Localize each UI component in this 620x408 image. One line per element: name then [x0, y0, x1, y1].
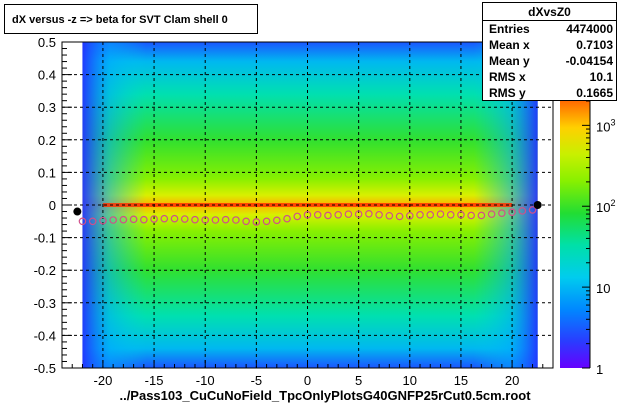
profile-point — [221, 215, 230, 224]
x-tick-label: -10 — [196, 373, 215, 388]
palette-tick-label: 102 — [596, 198, 615, 215]
profile-point — [201, 216, 210, 224]
profile-point — [150, 215, 158, 223]
x-tick-label: -5 — [251, 373, 263, 388]
y-tick-label: 0.2 — [38, 133, 56, 148]
profile-point — [191, 215, 199, 224]
stats-divider — [483, 20, 616, 21]
x-tick-label: 0 — [304, 373, 311, 388]
chart-title: dX versus -z => beta for SVT Clam shell … — [12, 14, 228, 26]
profile-point — [416, 210, 424, 219]
profile-point — [375, 210, 383, 219]
profile-point — [99, 216, 107, 225]
profile-point — [293, 212, 302, 221]
stats-histogram-name: dXvsZ0 — [528, 5, 571, 19]
stats-label: Entries — [489, 22, 530, 36]
palette-tick-label: 103 — [596, 117, 615, 134]
y-tick-label: 0 — [49, 198, 56, 213]
x-tick-label: -20 — [94, 373, 113, 388]
profile-point — [232, 216, 240, 224]
profile-point — [160, 214, 169, 223]
stats-value: 4474000 — [566, 22, 613, 36]
chart-title-box: dX versus -z => beta for SVT Clam shell … — [4, 4, 258, 34]
profile-point — [273, 216, 281, 225]
profile-point — [518, 207, 527, 215]
profile-point — [477, 211, 486, 220]
stats-label: Mean x — [489, 38, 530, 52]
profile-point — [88, 217, 97, 226]
x-tick-label: 20 — [505, 373, 519, 388]
stats-row-rms-x: RMS x 10.1 — [489, 70, 613, 86]
stats-row-entries: Entries 4474000 — [489, 22, 613, 38]
profile-point — [508, 208, 516, 216]
profile-point — [180, 215, 189, 223]
y-tick-label: -0.3 — [34, 296, 56, 311]
profile-point — [498, 209, 506, 217]
y-tick-label: 0.1 — [38, 165, 56, 180]
profile-point — [344, 210, 353, 218]
x-axis-title: ../Pass103_CuCuNoField_TpcOnlyPlotsG40GN… — [119, 388, 531, 403]
stats-row-mean-x: Mean x 0.7103 — [489, 38, 613, 54]
profile-point — [119, 215, 128, 224]
endpoint-marker — [533, 201, 542, 209]
profile-point — [405, 211, 414, 220]
y-tick-label: -0.2 — [34, 263, 56, 278]
x-tick-label: 10 — [403, 373, 417, 388]
stats-label: RMS y — [489, 86, 526, 100]
endpoint-marker — [73, 207, 82, 216]
statistics-box: dXvsZ0 Entries 4474000 Mean x 0.7103 Mea… — [482, 2, 617, 101]
profile-point — [436, 210, 445, 218]
y-tick-label: 0.4 — [38, 68, 56, 83]
stats-value: 10.1 — [589, 70, 613, 84]
profile-point — [457, 210, 465, 219]
y-tick-label: -0.4 — [34, 328, 56, 343]
profile-point — [303, 210, 312, 219]
profile-point — [170, 214, 179, 223]
profile-point — [211, 216, 220, 224]
x-tick-label: 15 — [454, 373, 468, 388]
stats-row-rms-y: RMS y 0.1665 — [489, 86, 613, 102]
profile-point — [140, 215, 148, 224]
profile-point — [467, 211, 475, 220]
profile-point — [395, 212, 404, 221]
y-tick-label: -0.1 — [34, 231, 56, 246]
color-palette — [560, 101, 590, 368]
profile-point — [385, 211, 394, 220]
y-tick-label: 0.5 — [38, 35, 56, 50]
x-tick-label: 5 — [355, 373, 362, 388]
profile-point — [313, 210, 322, 219]
profile-point — [528, 206, 537, 214]
profile-point — [446, 210, 455, 219]
profile-point — [487, 210, 496, 218]
profile-point — [129, 215, 138, 224]
profile-point — [262, 217, 271, 226]
profile-point — [242, 217, 250, 226]
profile-point — [324, 211, 332, 220]
profile-point — [283, 214, 291, 223]
palette-tick-label: 1 — [596, 362, 603, 377]
profile-point — [334, 210, 342, 219]
profile-point — [426, 210, 435, 219]
palette-tick-label: 10 — [596, 281, 610, 296]
y-tick-label: -0.5 — [34, 361, 56, 376]
x-tick-label: -15 — [145, 373, 164, 388]
profile-point — [252, 218, 261, 226]
profile-point — [78, 217, 87, 226]
stats-value: -0.04154 — [565, 54, 613, 68]
stats-label: Mean y — [489, 54, 530, 68]
profile-point — [109, 216, 117, 224]
y-tick-label: 0.3 — [38, 100, 56, 115]
stats-value: 0.7103 — [576, 38, 613, 52]
profile-point — [354, 210, 363, 218]
stats-label: RMS x — [489, 70, 526, 84]
stats-value: 0.1665 — [576, 86, 613, 100]
profile-point — [365, 210, 373, 218]
stats-row-mean-y: Mean y -0.04154 — [489, 54, 613, 70]
